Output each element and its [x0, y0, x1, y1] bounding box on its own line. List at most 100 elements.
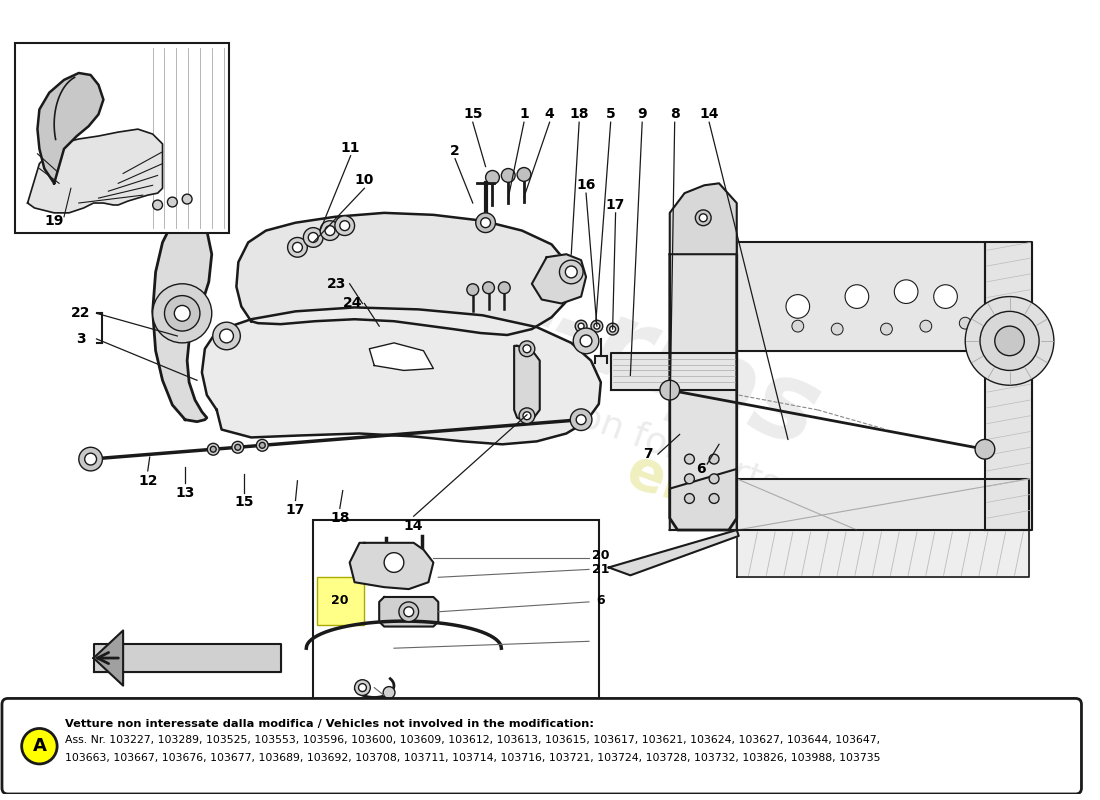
Polygon shape [737, 478, 1030, 530]
Circle shape [786, 294, 810, 318]
Circle shape [920, 320, 932, 332]
Text: 24: 24 [343, 297, 362, 310]
Polygon shape [737, 530, 1030, 578]
Circle shape [502, 169, 515, 182]
Circle shape [404, 607, 414, 617]
Circle shape [959, 318, 971, 329]
Polygon shape [236, 213, 571, 335]
Polygon shape [670, 242, 737, 530]
Circle shape [965, 297, 1054, 386]
Circle shape [308, 233, 318, 242]
Circle shape [383, 686, 395, 698]
Circle shape [710, 494, 719, 503]
Circle shape [183, 194, 192, 204]
Circle shape [570, 409, 592, 430]
Circle shape [710, 474, 719, 484]
Circle shape [167, 197, 177, 207]
Circle shape [22, 729, 57, 764]
Text: 8: 8 [670, 107, 680, 122]
Circle shape [498, 282, 510, 294]
Circle shape [174, 306, 190, 322]
Circle shape [792, 320, 804, 332]
Circle shape [700, 214, 707, 222]
Text: 18: 18 [570, 107, 589, 122]
Circle shape [153, 200, 163, 210]
Circle shape [607, 323, 618, 335]
Circle shape [481, 218, 491, 228]
Circle shape [560, 260, 583, 284]
Text: 16: 16 [576, 178, 596, 192]
Circle shape [594, 323, 600, 329]
Text: a passion for parts: a passion for parts [456, 356, 784, 503]
Circle shape [334, 216, 354, 235]
Polygon shape [37, 73, 103, 183]
FancyBboxPatch shape [317, 578, 364, 625]
Polygon shape [737, 242, 984, 350]
Circle shape [399, 602, 419, 622]
Circle shape [287, 238, 307, 257]
Circle shape [579, 323, 584, 329]
Circle shape [684, 454, 694, 464]
Text: 17: 17 [286, 503, 305, 518]
Text: 12: 12 [138, 474, 157, 488]
Circle shape [232, 442, 244, 453]
Circle shape [519, 408, 535, 424]
Circle shape [591, 320, 603, 332]
Polygon shape [28, 129, 163, 213]
Text: 4: 4 [544, 107, 554, 122]
Text: 15: 15 [463, 107, 483, 122]
Text: 10: 10 [354, 174, 374, 187]
Circle shape [522, 345, 531, 353]
Circle shape [517, 167, 531, 182]
Text: Ass. Nr. 103227, 103289, 103525, 103553, 103596, 103600, 103609, 103612, 103613,: Ass. Nr. 103227, 103289, 103525, 103553,… [65, 735, 880, 745]
Text: 2: 2 [450, 144, 460, 158]
Circle shape [320, 221, 340, 241]
Text: 19: 19 [44, 214, 64, 228]
Text: e-rips: e-rips [466, 250, 833, 470]
Text: 13: 13 [176, 486, 195, 499]
Circle shape [832, 323, 843, 335]
Circle shape [684, 474, 694, 484]
Polygon shape [670, 469, 737, 530]
Circle shape [573, 328, 598, 354]
Polygon shape [370, 343, 433, 370]
Circle shape [256, 439, 268, 451]
Polygon shape [94, 644, 280, 672]
Text: 3: 3 [76, 332, 86, 346]
Polygon shape [984, 242, 1032, 530]
Polygon shape [670, 183, 737, 254]
Circle shape [165, 295, 200, 331]
Circle shape [975, 439, 994, 459]
Text: el985: el985 [619, 444, 800, 554]
Circle shape [684, 494, 694, 503]
Text: 20: 20 [331, 594, 349, 607]
Text: 1: 1 [519, 107, 529, 122]
Circle shape [260, 442, 265, 448]
Circle shape [212, 322, 240, 350]
Circle shape [565, 266, 578, 278]
Circle shape [153, 284, 212, 343]
Text: 6: 6 [696, 462, 706, 476]
FancyBboxPatch shape [14, 43, 230, 233]
Text: 11: 11 [341, 141, 361, 155]
Polygon shape [94, 630, 123, 686]
Polygon shape [153, 213, 212, 422]
Circle shape [354, 680, 371, 695]
Circle shape [377, 561, 395, 578]
Polygon shape [350, 543, 433, 589]
Circle shape [894, 280, 918, 303]
Circle shape [79, 447, 102, 471]
Circle shape [85, 453, 97, 465]
Circle shape [234, 444, 241, 450]
Circle shape [519, 341, 535, 357]
Text: A: A [33, 738, 46, 755]
Text: 7: 7 [365, 697, 374, 710]
Text: 20: 20 [592, 549, 609, 562]
Text: 14: 14 [700, 107, 719, 122]
Text: 7: 7 [644, 447, 653, 461]
Circle shape [207, 443, 219, 455]
Text: 5: 5 [606, 107, 616, 122]
Circle shape [934, 285, 957, 309]
Polygon shape [610, 353, 737, 390]
Circle shape [845, 285, 869, 309]
